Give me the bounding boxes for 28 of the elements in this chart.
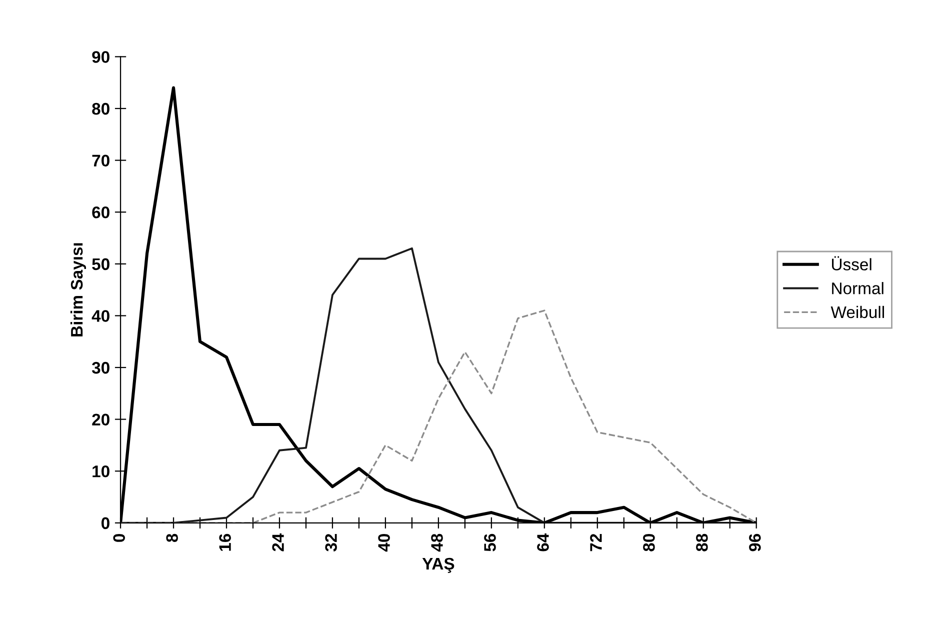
y-tick-label: 60 [92, 206, 110, 218]
y-tick-label: 20 [92, 414, 110, 426]
legend-label: Üssel [832, 256, 872, 270]
x-tick-label: 64 [537, 533, 549, 552]
y-tick-label: 30 [92, 362, 110, 374]
x-tick-label: 56 [484, 534, 496, 552]
x-tick-label: 32 [325, 534, 337, 552]
y-tick-label: 50 [92, 258, 110, 270]
y-tick-label: 0 [101, 517, 110, 530]
x-axis-title: YAŞ [422, 558, 454, 573]
legend-label: Normal [832, 282, 884, 294]
y-tick-label: 80 [92, 102, 110, 115]
legend-label: Weibull [830, 306, 884, 318]
x-tick-label: 24 [272, 533, 284, 552]
x-tick-label: 72 [590, 534, 602, 552]
x-tick-label: 48 [431, 534, 443, 552]
x-tick-label: 16 [219, 534, 231, 551]
y-tick-label: 40 [92, 310, 110, 322]
x-tick-label: 8 [166, 534, 178, 542]
y-tick-label: 10 [92, 466, 110, 478]
x-tick-label: 88 [696, 534, 708, 552]
x-tick-label: 40 [378, 534, 390, 552]
y-tick-label: 70 [92, 154, 110, 167]
x-tick-label: 80 [643, 534, 655, 552]
x-tick-label: 0 [113, 534, 125, 542]
y-axis-title: Birim Sayısı [70, 243, 86, 336]
x-tick-label: 96 [749, 534, 761, 552]
y-tick-label: 90 [92, 51, 110, 63]
